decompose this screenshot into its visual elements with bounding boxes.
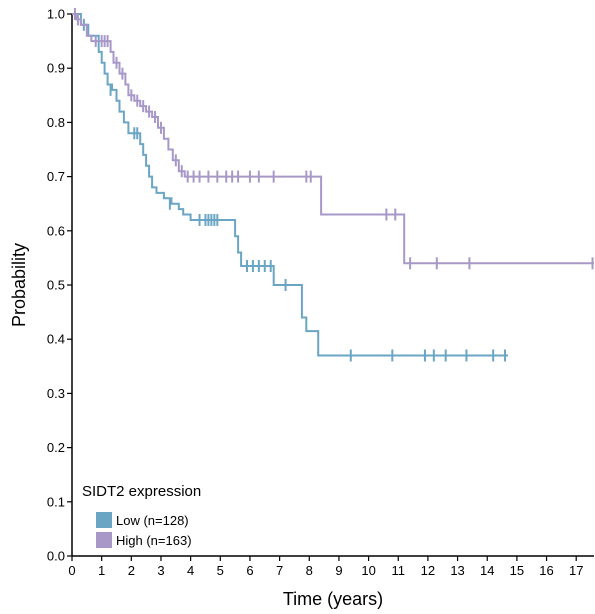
x-tick-label: 3 bbox=[157, 563, 164, 578]
x-tick-label: 16 bbox=[539, 563, 553, 578]
x-tick-label: 15 bbox=[510, 563, 524, 578]
x-tick-label: 12 bbox=[421, 563, 435, 578]
legend-label-low: Low (n=128) bbox=[116, 513, 189, 528]
y-tick-label: 0.4 bbox=[47, 332, 65, 347]
x-tick-label: 10 bbox=[361, 563, 375, 578]
x-ticks: 0 1 2 3 4 5 6 7 8 9 10 11 12 13 14 15 16 17 bbox=[68, 556, 583, 578]
x-tick-label: 13 bbox=[450, 563, 464, 578]
x-tick-label: 7 bbox=[276, 563, 283, 578]
y-ticks: 0.0 0.1 0.2 0.3 0.4 0.5 0.6 0.7 0.8 0.9 1.0 bbox=[47, 7, 72, 564]
x-tick-label: 17 bbox=[569, 563, 583, 578]
x-tick-label: 11 bbox=[392, 563, 406, 578]
x-tick-label: 9 bbox=[335, 563, 342, 578]
x-tick-label: 5 bbox=[217, 563, 224, 578]
y-tick-label: 0.1 bbox=[47, 494, 65, 509]
legend-label-high: High (n=163) bbox=[116, 533, 192, 548]
legend-swatch-high bbox=[96, 532, 112, 548]
legend: SIDT2 expression Low (n=128) High (n=163… bbox=[82, 483, 201, 548]
legend-swatch-low bbox=[96, 512, 112, 528]
series-line-low bbox=[72, 13, 508, 357]
x-tick-label: 2 bbox=[128, 563, 135, 578]
legend-title: SIDT2 expression bbox=[82, 483, 201, 500]
x-tick-label: 8 bbox=[306, 563, 313, 578]
axes bbox=[71, 14, 594, 557]
y-tick-label: 0.5 bbox=[47, 278, 65, 293]
x-tick-label: 6 bbox=[246, 563, 253, 578]
y-tick-label: 0.2 bbox=[47, 440, 65, 455]
x-axis-title: Time (years) bbox=[283, 589, 383, 609]
y-tick-label: 1.0 bbox=[47, 7, 65, 22]
y-tick-label: 0.9 bbox=[47, 61, 65, 76]
x-tick-label: 1 bbox=[98, 563, 105, 578]
y-tick-label: 0.8 bbox=[47, 115, 65, 130]
x-tick-label: 0 bbox=[68, 563, 75, 578]
y-axis-title: Probability bbox=[9, 243, 29, 327]
y-tick-label: 0.6 bbox=[47, 223, 65, 238]
series-line-high bbox=[72, 13, 594, 265]
y-tick-label: 0.0 bbox=[47, 549, 65, 564]
x-tick-label: 4 bbox=[187, 563, 194, 578]
y-tick-label: 0.3 bbox=[47, 386, 65, 401]
y-tick-label: 0.7 bbox=[47, 169, 65, 184]
series-layer bbox=[72, 8, 594, 362]
x-tick-label: 14 bbox=[480, 563, 494, 578]
